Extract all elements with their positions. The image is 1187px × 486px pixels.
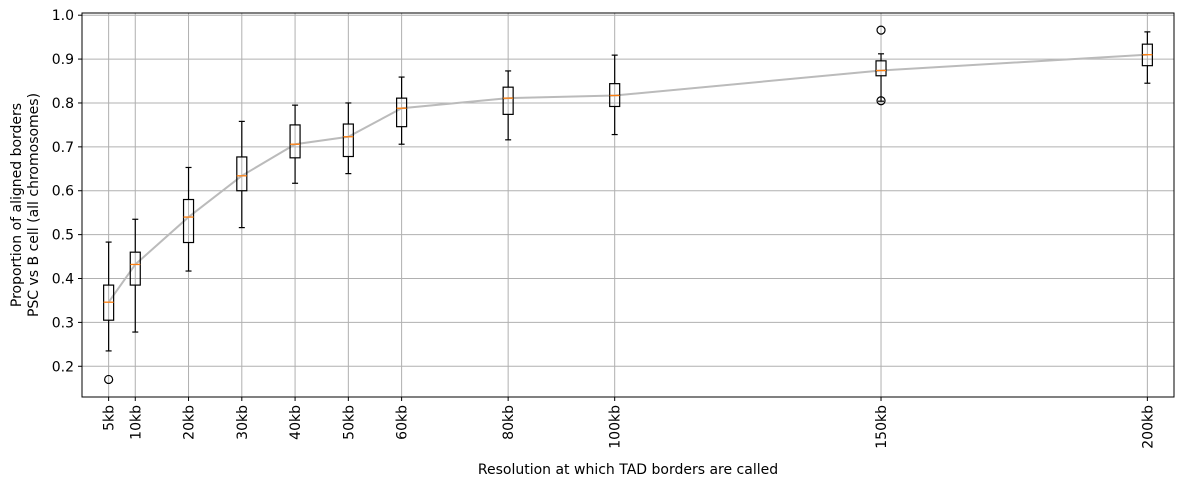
y-tick-label: 1.0 <box>52 8 74 24</box>
y-tick-label: 0.2 <box>52 359 74 375</box>
box-100kb <box>609 54 621 136</box>
iqr-box <box>342 123 354 158</box>
x-axis-ticks: 5kb 10kb 20kb 30kb 40kb 50kb 60kb 80kb 100kb 150k… <box>102 397 1156 449</box>
x-tick-label: 60kb <box>395 405 411 440</box>
outlier-point <box>104 374 114 385</box>
x-tick-label: 10kb <box>128 405 144 440</box>
iqr-box <box>289 124 301 159</box>
y-tick-label: 0.9 <box>52 52 74 68</box>
y-axis-title-line-2: PSC vs B cell (all chromosomes) <box>26 93 42 317</box>
box-80kb <box>502 70 514 141</box>
box-40kb <box>289 104 301 184</box>
iqr-box <box>129 251 141 286</box>
box-20kb <box>182 166 195 272</box>
box-10kb <box>129 218 141 333</box>
box-5kb <box>103 241 115 385</box>
iqr-box <box>875 60 887 77</box>
plot-area-frame <box>81 12 1175 398</box>
x-axis-title: Resolution at which TAD borders are call… <box>478 462 778 478</box>
y-axis-title-line-1: Proportion of aligned borders <box>9 103 25 307</box>
y-tick-label: 0.3 <box>52 315 74 331</box>
y-axis-ticks: 0.2 0.3 0.4 0.5 0.6 0.7 0.8 0.9 1.0 <box>52 8 82 375</box>
y-tick-label: 0.5 <box>52 228 74 244</box>
median-trend-line <box>107 53 1148 303</box>
x-tick-label: 100kb <box>608 405 624 449</box>
x-tick-label: 30kb <box>235 405 251 440</box>
box-60kb <box>396 76 408 145</box>
iqr-box <box>396 97 408 128</box>
x-tick-label: 80kb <box>501 405 517 440</box>
y-tick-label: 0.7 <box>52 140 74 156</box>
y-tick-label: 0.4 <box>52 272 74 288</box>
outlier-point <box>876 25 886 35</box>
iqr-box <box>502 86 514 115</box>
iqr-box <box>236 156 248 192</box>
x-tick-label: 50kb <box>341 405 357 440</box>
y-tick-label: 0.6 <box>52 184 74 200</box>
outlier-point <box>876 96 886 106</box>
box-30kb <box>236 120 248 229</box>
box-150kb <box>875 25 887 106</box>
x-tick-label: 150kb <box>874 405 890 449</box>
median-trend-polyline <box>107 53 1148 303</box>
y-tick-label: 0.8 <box>52 96 74 112</box>
iqr-box <box>182 198 195 244</box>
x-tick-label: 5kb <box>102 405 118 431</box>
x-tick-label: 200kb <box>1140 405 1156 449</box>
grid-lines <box>82 13 1174 397</box>
x-tick-label: 20kb <box>182 405 198 440</box>
box-200kb <box>1141 31 1153 84</box>
box-series <box>103 25 1153 385</box>
box-50kb <box>342 102 354 175</box>
x-tick-label: 40kb <box>288 405 304 440</box>
